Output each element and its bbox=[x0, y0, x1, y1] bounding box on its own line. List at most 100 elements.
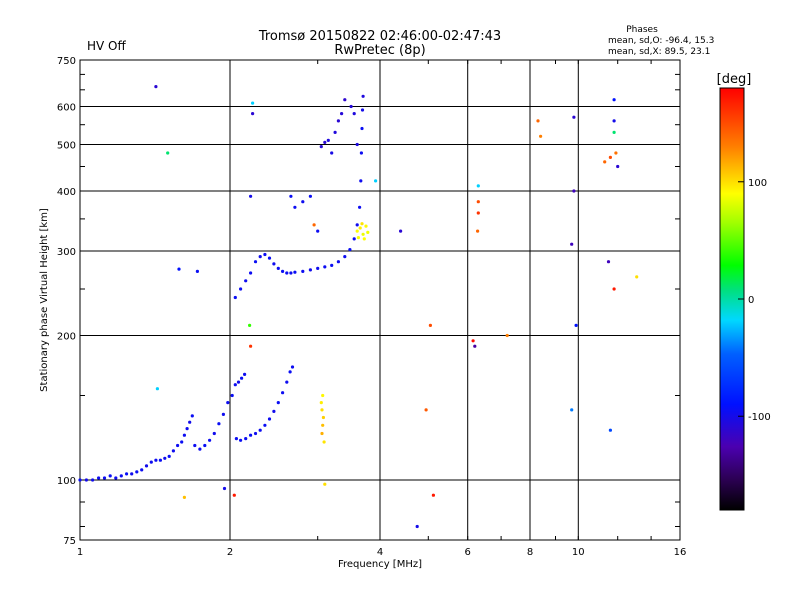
data-point bbox=[320, 408, 324, 412]
data-point bbox=[163, 456, 167, 460]
data-point bbox=[424, 408, 428, 412]
data-point bbox=[608, 155, 613, 159]
data-point bbox=[158, 458, 162, 462]
data-point bbox=[217, 422, 221, 426]
x-axis-ticks: 1 2 4 6 8 10 16 bbox=[77, 60, 686, 558]
y-tick-label: 200 bbox=[57, 332, 76, 343]
data-point bbox=[374, 179, 378, 183]
data-point bbox=[114, 476, 118, 480]
data-point bbox=[253, 431, 258, 436]
data-point bbox=[428, 323, 432, 327]
grid-lines bbox=[79, 59, 681, 541]
data-point bbox=[614, 151, 618, 155]
data-point bbox=[574, 323, 578, 327]
data-point bbox=[140, 468, 144, 472]
data-point bbox=[355, 142, 359, 147]
data-point bbox=[293, 270, 297, 274]
data-point bbox=[285, 271, 289, 275]
data-point bbox=[539, 134, 543, 138]
data-point bbox=[125, 472, 129, 476]
data-point bbox=[193, 443, 197, 448]
data-point bbox=[364, 224, 368, 228]
data-point bbox=[612, 130, 616, 134]
data-point bbox=[171, 449, 175, 453]
data-point bbox=[536, 119, 540, 123]
data-point bbox=[166, 151, 170, 155]
data-point bbox=[182, 495, 186, 499]
data-point bbox=[359, 179, 363, 183]
x-tick-label: 2 bbox=[227, 547, 233, 558]
data-point bbox=[570, 242, 574, 246]
data-point bbox=[330, 151, 334, 155]
data-point bbox=[323, 482, 327, 486]
data-point bbox=[281, 391, 285, 395]
data-point bbox=[239, 438, 243, 442]
phases-heading: Phases bbox=[626, 25, 658, 35]
data-point bbox=[289, 271, 293, 275]
data-point bbox=[239, 287, 243, 291]
data-point bbox=[222, 486, 227, 491]
data-point bbox=[149, 460, 153, 464]
data-point bbox=[289, 194, 293, 198]
data-point bbox=[359, 151, 363, 155]
chart-title: Tromsø 20150822 02:46:00-02:47:43 bbox=[258, 29, 501, 44]
data-point bbox=[249, 344, 253, 348]
data-point bbox=[154, 85, 158, 89]
data-point bbox=[258, 428, 262, 432]
data-point bbox=[349, 104, 353, 109]
data-point bbox=[135, 470, 139, 474]
data-point bbox=[330, 263, 334, 267]
data-point bbox=[321, 423, 325, 427]
data-point bbox=[236, 380, 241, 384]
data-point bbox=[361, 94, 365, 98]
data-point bbox=[167, 454, 171, 458]
data-point bbox=[362, 237, 366, 241]
data-point bbox=[352, 237, 356, 241]
data-point bbox=[243, 372, 247, 376]
data-point bbox=[276, 401, 280, 405]
data-point bbox=[119, 474, 123, 478]
data-point bbox=[226, 401, 230, 405]
data-point bbox=[253, 260, 258, 264]
data-point bbox=[358, 205, 362, 209]
data-point bbox=[321, 393, 325, 398]
data-point bbox=[233, 295, 237, 300]
y-tick-label: 400 bbox=[57, 187, 76, 198]
data-point bbox=[144, 464, 149, 468]
data-point bbox=[177, 267, 181, 271]
data-point bbox=[232, 493, 236, 497]
data-point bbox=[635, 275, 639, 279]
data-point bbox=[240, 376, 244, 380]
data-point bbox=[155, 387, 159, 391]
data-point bbox=[221, 412, 225, 416]
data-point bbox=[319, 145, 323, 149]
data-point bbox=[356, 236, 360, 240]
data-point bbox=[102, 476, 107, 480]
data-point bbox=[263, 423, 267, 427]
data-point bbox=[185, 427, 189, 431]
data-point bbox=[249, 194, 253, 198]
data-point bbox=[360, 126, 364, 131]
data-point bbox=[360, 108, 365, 112]
data-point bbox=[572, 115, 576, 119]
data-point bbox=[473, 344, 477, 348]
data-point bbox=[316, 229, 320, 233]
data-point bbox=[471, 339, 475, 343]
data-point bbox=[263, 252, 267, 257]
data-point bbox=[431, 493, 435, 497]
data-point bbox=[154, 458, 158, 462]
data-point bbox=[323, 265, 327, 269]
data-point bbox=[612, 287, 616, 291]
data-point bbox=[608, 428, 613, 432]
data-point bbox=[288, 370, 292, 374]
data-point bbox=[244, 437, 248, 441]
colorbar-label: [deg] bbox=[717, 72, 752, 87]
data-point bbox=[108, 474, 112, 478]
y-axis-ticks: 75 100 200 300 400 500 600 750 bbox=[57, 56, 680, 547]
phases-line-x: mean, sd,X: 89.5, 23.1 bbox=[608, 47, 710, 57]
y-tick-label: 500 bbox=[57, 141, 76, 152]
x-tick-label: 4 bbox=[377, 547, 383, 558]
data-point bbox=[336, 119, 340, 123]
data-point bbox=[415, 524, 419, 529]
